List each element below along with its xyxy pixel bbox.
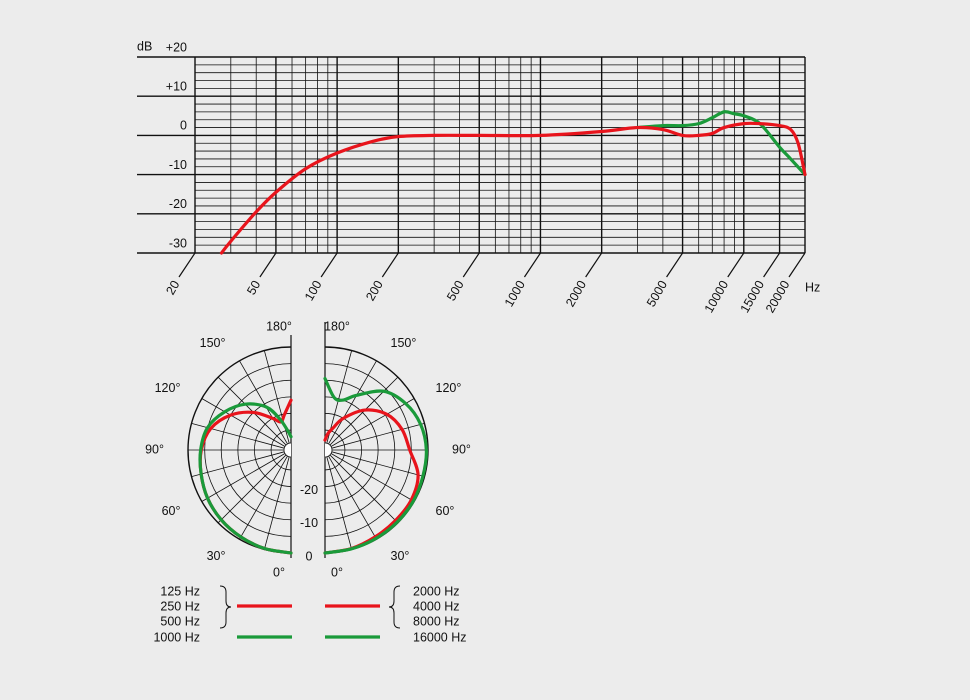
- y-tick-label: 0: [180, 119, 187, 133]
- angle-label: 0°: [331, 565, 343, 579]
- y-tick-label: -20: [169, 197, 187, 211]
- angle-label: 180°: [266, 319, 292, 333]
- spoke: [330, 398, 415, 447]
- spoke: [331, 422, 425, 449]
- spoke: [329, 454, 399, 524]
- x-tick: [462, 252, 480, 278]
- spoke: [201, 398, 286, 447]
- legend-label: 16000 Hz: [413, 630, 467, 644]
- angle-label: 90°: [145, 442, 164, 456]
- legend-label: 500 Hz: [160, 614, 200, 628]
- angle-label: 120°: [436, 381, 462, 395]
- response-line: [219, 121, 807, 255]
- angle-label: 150°: [200, 336, 226, 350]
- spoke: [239, 360, 288, 445]
- spoke: [239, 455, 288, 540]
- legend-label: 1000 Hz: [153, 630, 200, 644]
- ring-label: -20: [300, 483, 318, 497]
- legend-brace: [388, 585, 401, 629]
- angle-label: 90°: [452, 442, 471, 456]
- spoke: [331, 451, 425, 478]
- x-tick: [727, 252, 745, 278]
- spoke: [217, 454, 287, 524]
- polar-line: [323, 408, 420, 555]
- center-hole: [324, 442, 333, 458]
- angle-label: 60°: [436, 504, 455, 518]
- spoke: [328, 455, 377, 540]
- legend-label: 2000 Hz: [413, 584, 460, 598]
- legend-label: 8000 Hz: [413, 614, 460, 628]
- spoke: [326, 456, 353, 550]
- x-tick-label: 20: [163, 278, 182, 297]
- spoke: [201, 453, 286, 502]
- x-tick: [259, 252, 277, 278]
- x-tick: [178, 252, 196, 278]
- y-tick-label: -10: [169, 158, 187, 172]
- x-tick: [763, 252, 781, 278]
- legend-label: 250 Hz: [160, 599, 200, 613]
- legend-label: 4000 Hz: [413, 599, 460, 613]
- spoke: [191, 451, 285, 478]
- y-tick-label: +10: [166, 79, 187, 93]
- angle-label: 30°: [391, 549, 410, 563]
- spoke: [326, 350, 353, 444]
- angle-label: 0°: [273, 565, 285, 579]
- spoke: [263, 456, 290, 550]
- ring-label: -10: [300, 516, 318, 530]
- y-axis-label: dB: [137, 39, 152, 53]
- response-line: [635, 110, 807, 177]
- spoke: [328, 360, 377, 445]
- polar-line: [198, 402, 293, 555]
- x-tick-label: 50: [244, 278, 263, 297]
- spoke: [330, 453, 415, 502]
- y-tick-label: -30: [169, 236, 187, 250]
- x-axis-label: Hz: [805, 280, 820, 294]
- x-tick: [788, 252, 806, 278]
- legend-label: 125 Hz: [160, 584, 200, 598]
- angle-label: 180°: [324, 319, 350, 333]
- x-tick: [320, 252, 338, 278]
- x-tick: [381, 252, 399, 278]
- polar-line: [323, 376, 428, 555]
- center-hole: [283, 442, 292, 458]
- x-tick: [585, 252, 603, 278]
- legend-brace: [219, 585, 232, 629]
- x-tick: [523, 252, 541, 278]
- y-tick-label: +20: [166, 40, 187, 54]
- angle-label: 120°: [155, 381, 181, 395]
- ring-label: 0: [306, 549, 313, 563]
- angle-label: 150°: [391, 336, 417, 350]
- angle-label: 60°: [162, 504, 181, 518]
- x-tick: [666, 252, 684, 278]
- angle-label: 30°: [207, 549, 226, 563]
